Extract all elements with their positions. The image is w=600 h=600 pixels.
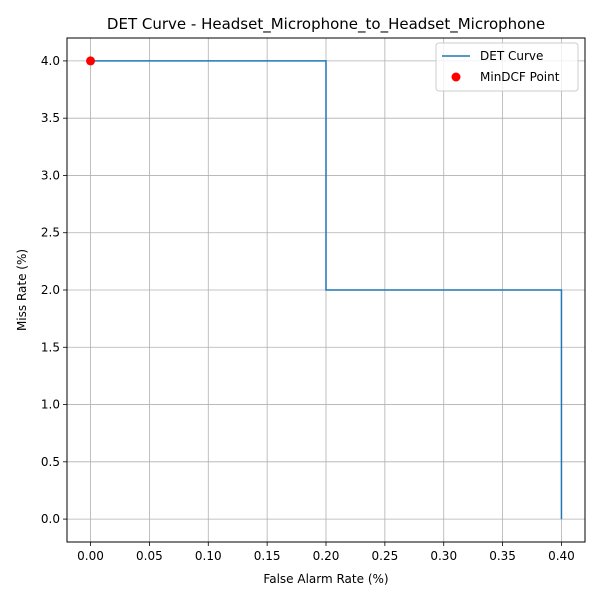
y-tick-label: 3.5 — [41, 111, 60, 125]
x-tick-label: 0.10 — [195, 549, 222, 563]
mindcf-point — [86, 56, 96, 66]
y-tick-label: 1.0 — [41, 398, 60, 412]
x-tick-label: 0.25 — [372, 549, 399, 563]
x-tick-label: 0.35 — [489, 549, 516, 563]
x-axis-label: False Alarm Rate (%) — [263, 572, 388, 586]
y-tick-label: 4.0 — [41, 54, 60, 68]
det-curve-line — [90, 60, 563, 520]
chart-title: DET Curve - Headset_Microphone_to_Headse… — [107, 15, 545, 34]
y-tick-label: 2.5 — [41, 226, 60, 240]
axis-ticks: 0.00 0.05 0.10 0.15 0.20 0.25 0.30 0.35 0.40 0.0 0… — [41, 54, 575, 563]
x-tick-label: 0.20 — [313, 549, 340, 563]
x-tick-label: 0.30 — [430, 549, 457, 563]
y-tick-label: 1.5 — [41, 340, 60, 354]
y-tick-label: 2.0 — [41, 283, 60, 297]
legend: DET Curve MinDCF Point — [435, 42, 579, 92]
y-tick-label: 0.0 — [41, 512, 60, 526]
plot-series — [86, 56, 563, 520]
x-tick-label: 0.00 — [77, 549, 104, 563]
legend-swatch-mindcf-point — [451, 72, 461, 82]
y-tick-label: 0.5 — [41, 455, 60, 469]
x-tick-label: 0.15 — [254, 549, 281, 563]
y-tick-label: 3.0 — [41, 168, 60, 182]
legend-label-mindcf-point: MinDCF Point — [480, 70, 560, 84]
legend-box — [435, 42, 579, 92]
x-tick-label: 0.40 — [548, 549, 575, 563]
x-tick-label: 0.05 — [136, 549, 163, 563]
legend-label-det-curve: DET Curve — [480, 49, 543, 63]
y-axis-label: Miss Rate (%) — [15, 249, 29, 331]
